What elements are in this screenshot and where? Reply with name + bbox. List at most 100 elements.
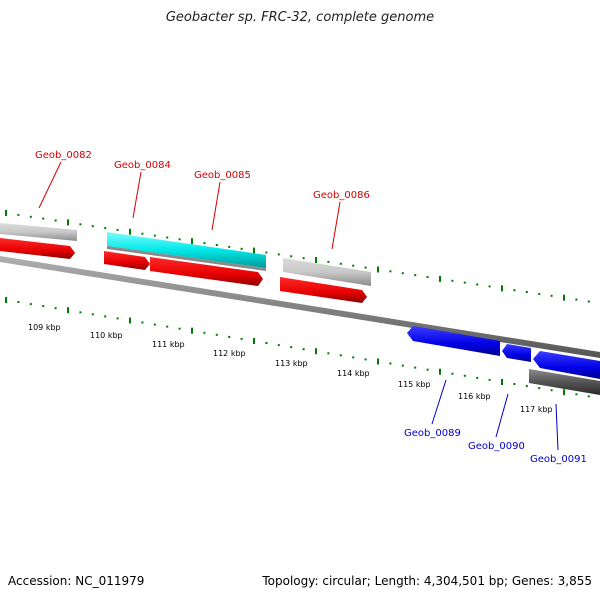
scale-label: 113 kbp	[275, 359, 308, 368]
gc-tick-minor	[364, 358, 367, 361]
scale-label: 110 kbp	[90, 331, 123, 340]
gc-tick-major	[253, 338, 255, 344]
gene-label-geob-0086[interactable]: Geob_0086	[313, 190, 370, 201]
scale-label: 114 kbp	[337, 369, 370, 378]
gc-tick-minor	[389, 362, 392, 365]
gc-tick-major	[377, 358, 379, 365]
gc-tick-minor	[178, 327, 181, 330]
gc-tick-minor	[401, 364, 404, 367]
gc-tick-major	[67, 307, 69, 314]
gc-tick-major	[439, 368, 441, 375]
gc-tick-major	[253, 247, 255, 254]
feature-red-4	[280, 277, 367, 303]
gc-tick-minor	[166, 236, 169, 239]
gc-tick-minor	[54, 219, 57, 222]
gc-tick-minor	[339, 354, 342, 357]
gc-tick-minor	[352, 264, 355, 267]
gc-tick-minor	[538, 292, 541, 295]
gc-tick-major	[5, 297, 7, 303]
gc-skew-track-upper	[5, 210, 590, 303]
gc-tick-minor	[178, 238, 181, 241]
gc-tick-minor	[575, 393, 578, 396]
gc-tick-minor	[550, 294, 553, 297]
accession-text: Accession: NC_011979	[8, 574, 145, 588]
scale-label: 117 kbp	[520, 405, 553, 414]
feature-gray-1	[0, 223, 77, 241]
feature-red-1	[0, 238, 75, 259]
gc-tick-minor	[17, 301, 20, 303]
gc-tick-major	[315, 257, 317, 263]
gc-tick-minor	[277, 344, 280, 347]
gc-tick-minor	[476, 376, 479, 379]
gc-tick-major	[129, 317, 131, 324]
gc-tick-minor	[228, 335, 231, 338]
feature-blue-1	[407, 326, 500, 356]
gc-tick-minor	[79, 223, 82, 226]
gc-tick-minor	[488, 378, 491, 381]
gc-tick-minor	[141, 232, 144, 235]
gc-skew-track-lower	[5, 297, 590, 398]
gene-label-geob-0089[interactable]: Geob_0089	[404, 428, 461, 439]
gc-tick-major	[377, 266, 379, 273]
feature-blue-3	[533, 351, 600, 379]
feature-blue-2	[502, 344, 531, 362]
leader-geob-0091	[555, 403, 559, 451]
gc-tick-major	[563, 389, 565, 396]
gc-tick-minor	[29, 215, 32, 218]
gc-tick-minor	[116, 228, 119, 231]
gc-tick-minor	[240, 337, 243, 340]
gc-tick-major	[191, 327, 193, 334]
gc-tick-minor	[240, 247, 243, 250]
gc-tick-major	[315, 348, 317, 355]
gc-tick-minor	[215, 333, 218, 336]
gc-tick-minor	[339, 262, 342, 265]
gc-tick-minor	[414, 366, 417, 369]
gc-tick-minor	[116, 317, 119, 320]
gc-tick-minor	[550, 389, 553, 392]
scale-label: 116 kbp	[458, 392, 491, 401]
gc-tick-minor	[575, 298, 578, 301]
scale-label: 111 kbp	[152, 340, 185, 349]
gene-label-geob-0084[interactable]: Geob_0084	[114, 160, 171, 171]
gc-tick-minor	[389, 270, 392, 273]
gc-tick-minor	[104, 227, 107, 230]
gc-tick-minor	[538, 387, 541, 390]
leader-geob-0084	[132, 171, 142, 219]
gc-tick-minor	[513, 289, 516, 292]
gc-tick-minor	[228, 245, 231, 248]
gc-tick-minor	[352, 356, 355, 359]
gc-tick-major	[5, 210, 7, 216]
gc-tick-minor	[17, 213, 20, 216]
gc-tick-minor	[525, 291, 528, 293]
gene-label-geob-0091[interactable]: Geob_0091	[530, 454, 587, 465]
gc-tick-minor	[104, 315, 107, 318]
gc-tick-minor	[302, 348, 305, 351]
gc-tick-major	[501, 285, 503, 292]
gc-tick-minor	[277, 253, 280, 256]
gc-tick-minor	[587, 395, 590, 398]
gc-tick-minor	[426, 368, 429, 371]
gc-tick-minor	[451, 279, 454, 282]
gc-tick-minor	[91, 225, 94, 228]
gc-tick-minor	[513, 383, 516, 385]
gc-tick-minor	[364, 266, 367, 269]
leader-geob-0086	[331, 201, 341, 250]
gc-tick-minor	[302, 257, 305, 260]
gc-tick-minor	[29, 303, 32, 306]
gc-tick-major	[129, 228, 131, 235]
leader-geob-0089	[431, 379, 447, 425]
gc-tick-minor	[463, 281, 466, 284]
leader-geob-0090	[495, 393, 509, 438]
gc-tick-minor	[91, 313, 94, 316]
feature-red-3	[150, 257, 263, 286]
gene-label-geob-0085[interactable]: Geob_0085	[194, 170, 251, 181]
feature-dark-1	[529, 369, 600, 395]
gc-tick-minor	[327, 352, 330, 355]
gene-label-geob-0082[interactable]: Geob_0082	[35, 150, 92, 161]
gc-tick-minor	[327, 260, 330, 263]
gc-tick-minor	[265, 251, 268, 254]
gc-tick-minor	[463, 374, 466, 377]
gc-tick-minor	[414, 274, 417, 277]
gene-label-geob-0090[interactable]: Geob_0090	[468, 441, 525, 452]
